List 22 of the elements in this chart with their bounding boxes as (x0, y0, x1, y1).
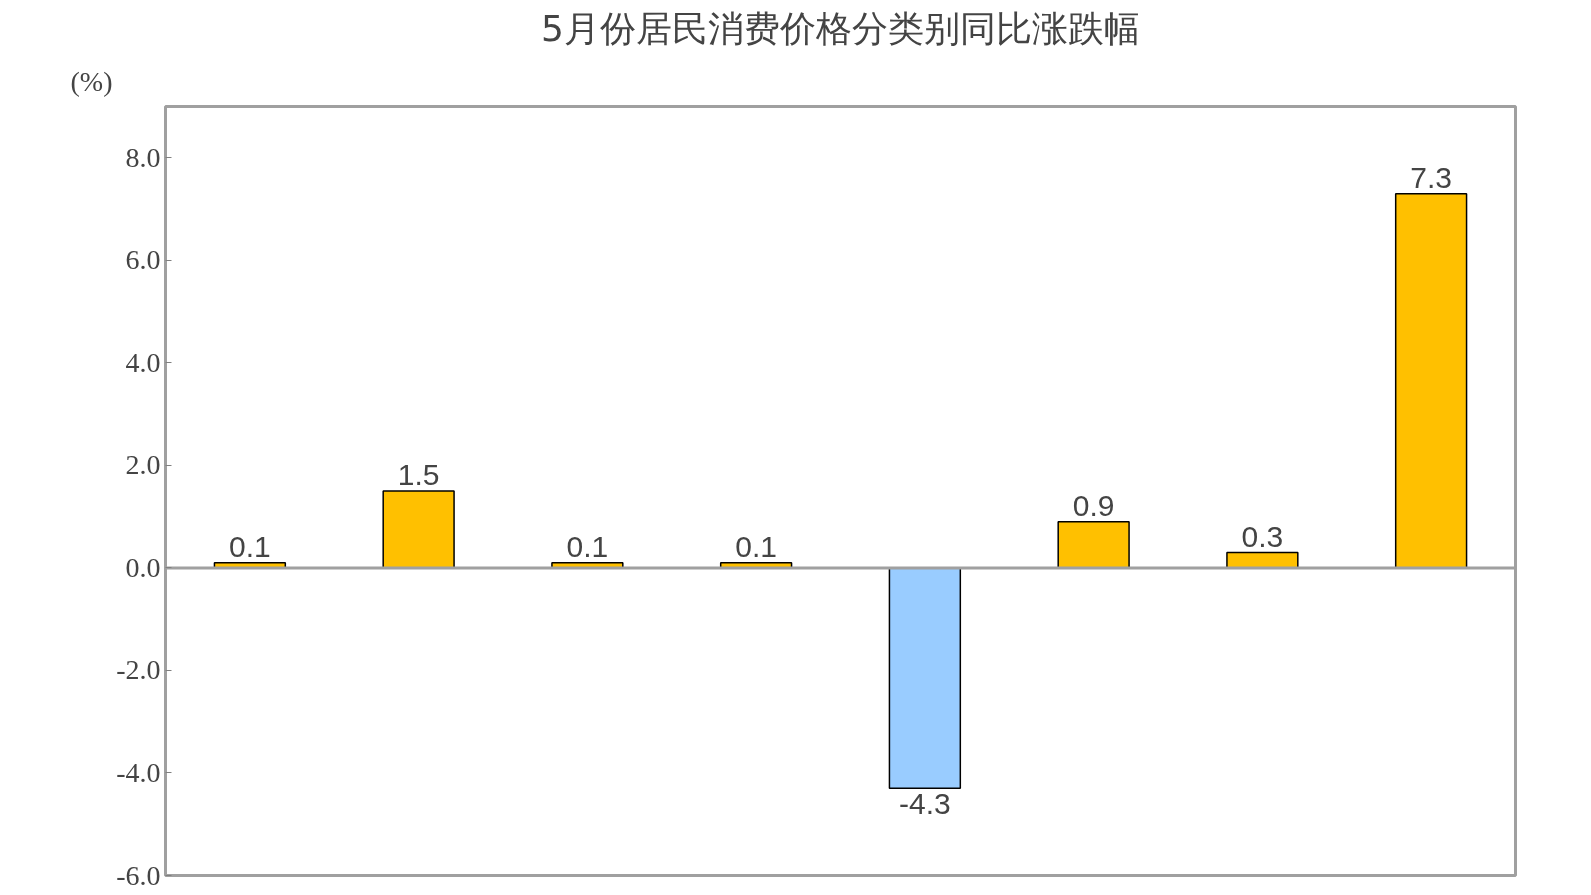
data-label: 0.1 (229, 529, 271, 563)
y-tick-label: -4.0 (116, 756, 161, 788)
y-tick-label: -2.0 (116, 654, 161, 686)
data-label: -4.3 (899, 787, 951, 821)
y-tick-label: 8.0 (125, 141, 161, 173)
bar (1394, 192, 1468, 569)
bar (1057, 521, 1130, 569)
data-label: 0.1 (566, 529, 609, 563)
y-axis-title: (%) (70, 65, 113, 97)
data-label: 0.1 (735, 529, 777, 563)
y-tick-label: 0.0 (125, 551, 161, 583)
data-label: 0.9 (1072, 488, 1115, 522)
bar (382, 490, 455, 569)
y-tick-label: 4.0 (125, 346, 161, 378)
data-label: 1.5 (397, 458, 440, 491)
bar (888, 567, 962, 790)
y-tick-label: 6.0 (125, 244, 161, 276)
y-tick-label: -6.0 (116, 859, 161, 891)
chart-title: 5月份居民消费价格分类别同比涨跌幅 (541, 7, 1140, 49)
data-label: 7.3 (1410, 160, 1452, 194)
data-label: 0.3 (1241, 519, 1284, 553)
y-tick-label: 2.0 (125, 449, 161, 481)
